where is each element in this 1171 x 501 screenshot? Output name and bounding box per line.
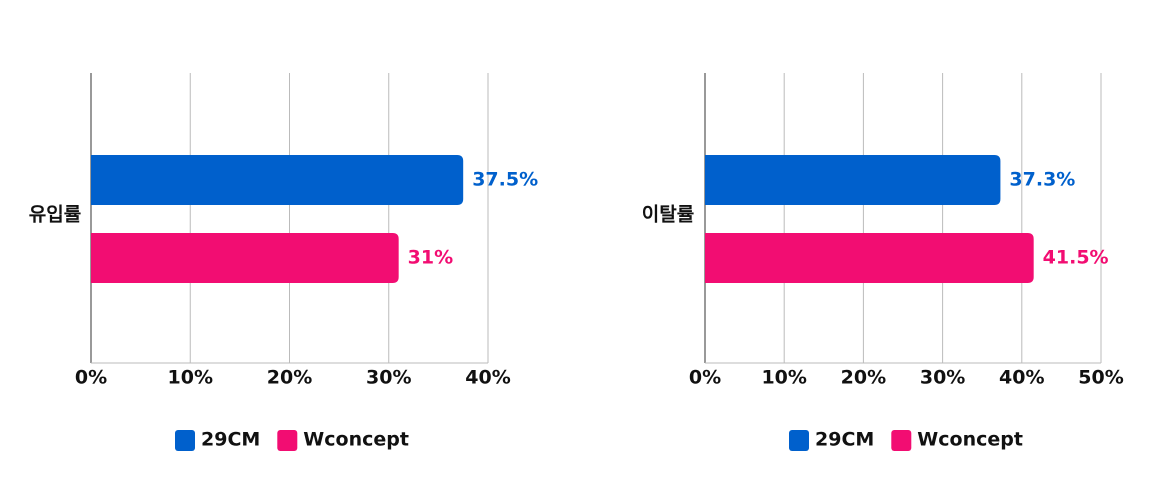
legend-swatch (789, 430, 809, 451)
x-tick-label: 50% (1078, 367, 1123, 389)
x-tick-label: 20% (841, 367, 886, 389)
legend-swatch (891, 430, 912, 451)
bar (91, 155, 464, 205)
legend-label: Wconcept (917, 429, 1023, 451)
legend-swatch (277, 430, 298, 451)
x-tick-label: 10% (761, 367, 806, 389)
legend-label: 29CM (815, 429, 874, 451)
value-label: 41.5% (1043, 247, 1109, 269)
bar (705, 233, 1034, 283)
value-label: 37.5% (472, 169, 538, 191)
x-tick-label: 40% (465, 367, 510, 389)
x-tick-label: 40% (999, 367, 1044, 389)
value-label: 37.3% (1009, 169, 1075, 191)
bar (705, 155, 1001, 205)
legend-label: Wconcept (303, 429, 409, 451)
category-label: 이탈률 (642, 204, 694, 226)
legend-swatch (175, 430, 195, 451)
value-label: 31% (408, 247, 453, 269)
legend-label: 29CM (201, 429, 260, 451)
x-tick-label: 0% (75, 367, 107, 389)
bar (91, 233, 399, 283)
x-tick-label: 10% (168, 367, 213, 389)
x-tick-label: 30% (920, 367, 965, 389)
x-tick-label: 30% (366, 367, 411, 389)
x-tick-label: 0% (689, 367, 721, 389)
x-tick-label: 20% (267, 367, 312, 389)
category-label: 유입률 (29, 204, 81, 226)
